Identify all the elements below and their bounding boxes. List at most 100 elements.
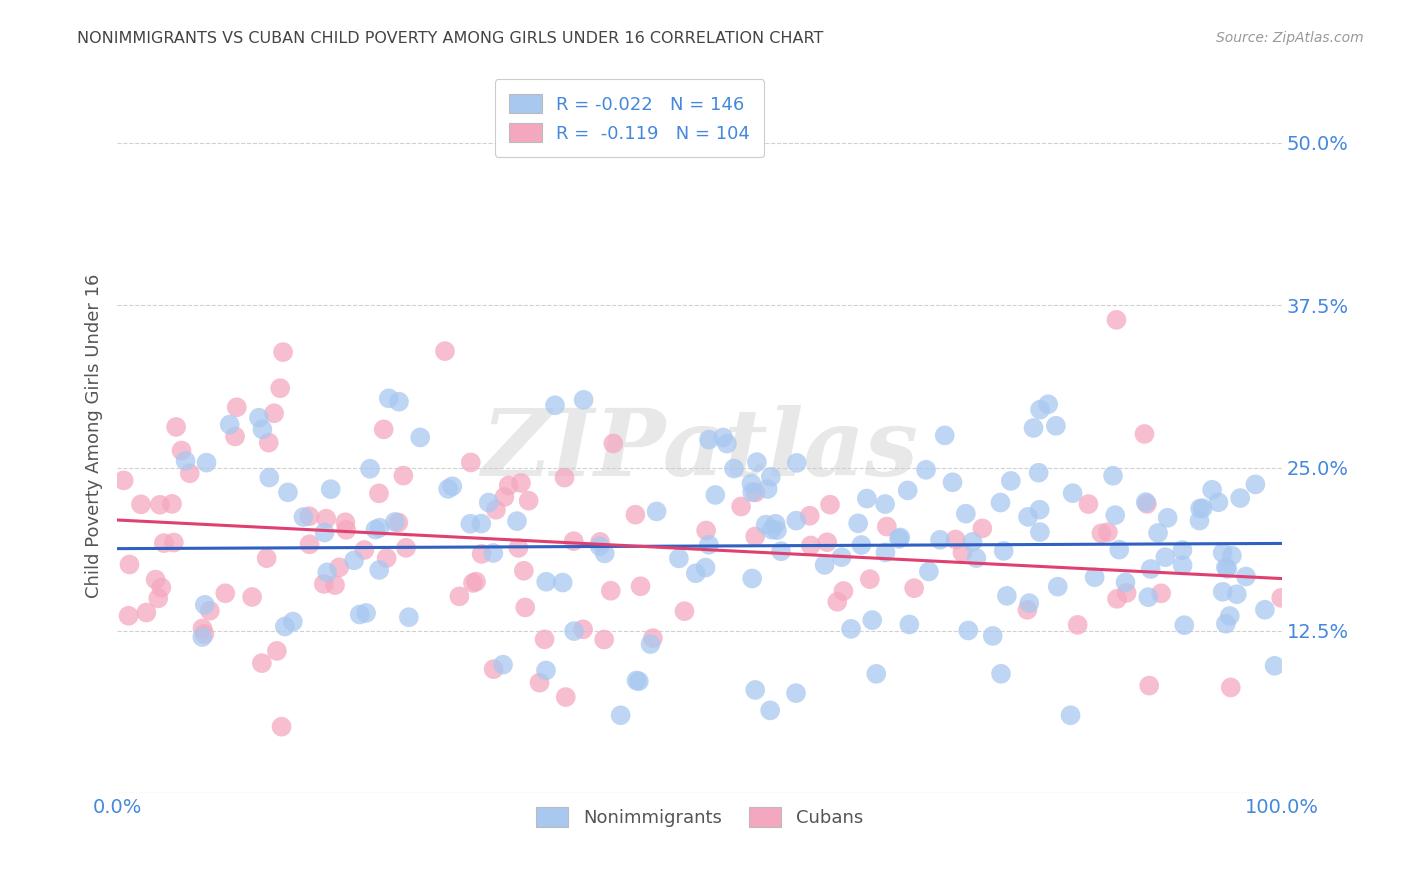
Point — [1108, 542, 1130, 557]
Point — [368, 521, 391, 535]
Point — [148, 591, 170, 606]
Point — [1154, 550, 1177, 565]
Point — [839, 622, 862, 636]
Point — [815, 535, 838, 549]
Point — [1062, 486, 1084, 500]
Point — [1000, 474, 1022, 488]
Point — [315, 511, 337, 525]
Point — [1137, 590, 1160, 604]
Point — [588, 539, 610, 553]
Point — [962, 535, 984, 549]
Point — [529, 675, 551, 690]
Point — [368, 563, 391, 577]
Point — [759, 470, 782, 484]
Point — [1244, 477, 1267, 491]
Point — [392, 468, 415, 483]
Point — [312, 577, 335, 591]
Point — [929, 533, 952, 547]
Point — [990, 666, 1012, 681]
Point — [257, 435, 280, 450]
Point — [319, 482, 342, 496]
Text: Source: ZipAtlas.com: Source: ZipAtlas.com — [1216, 31, 1364, 45]
Point — [1220, 549, 1243, 563]
Point — [1038, 397, 1060, 411]
Point — [349, 607, 371, 622]
Point — [388, 394, 411, 409]
Point — [270, 720, 292, 734]
Point — [741, 485, 763, 500]
Point — [225, 401, 247, 415]
Point — [723, 461, 745, 475]
Point — [641, 631, 664, 645]
Point — [562, 534, 585, 549]
Point — [846, 516, 869, 531]
Point — [851, 538, 873, 552]
Point — [593, 632, 616, 647]
Point — [799, 508, 821, 523]
Point — [118, 558, 141, 572]
Point — [1156, 510, 1178, 524]
Point — [897, 483, 920, 498]
Point — [1017, 603, 1039, 617]
Point — [461, 576, 484, 591]
Point — [1045, 418, 1067, 433]
Point — [1219, 609, 1241, 624]
Point — [1264, 658, 1286, 673]
Point — [359, 461, 381, 475]
Point — [934, 428, 956, 442]
Point — [193, 627, 215, 641]
Point — [191, 630, 214, 644]
Point — [609, 708, 631, 723]
Point — [765, 516, 787, 531]
Point — [1029, 402, 1052, 417]
Point — [813, 558, 835, 572]
Point — [599, 583, 621, 598]
Point — [314, 525, 336, 540]
Point — [375, 551, 398, 566]
Point — [129, 497, 152, 511]
Point — [170, 443, 193, 458]
Point — [534, 574, 557, 589]
Point — [1115, 575, 1137, 590]
Point — [498, 478, 520, 492]
Point — [252, 422, 274, 436]
Point — [1226, 587, 1249, 601]
Point — [1105, 313, 1128, 327]
Point — [256, 551, 278, 566]
Point — [195, 456, 218, 470]
Point — [1212, 546, 1234, 560]
Point — [1105, 591, 1128, 606]
Point — [364, 523, 387, 537]
Point — [277, 485, 299, 500]
Point — [135, 606, 157, 620]
Point — [1066, 618, 1088, 632]
Point — [859, 572, 882, 586]
Point — [630, 579, 652, 593]
Point — [354, 606, 377, 620]
Text: ZIPatlas: ZIPatlas — [481, 405, 918, 495]
Point — [887, 532, 910, 546]
Point — [510, 475, 533, 490]
Point — [373, 422, 395, 436]
Point — [387, 516, 409, 530]
Point — [1147, 525, 1170, 540]
Point — [640, 637, 662, 651]
Point — [695, 560, 717, 574]
Point — [593, 546, 616, 560]
Point — [673, 604, 696, 618]
Point — [269, 381, 291, 395]
Point — [517, 493, 540, 508]
Point — [335, 523, 357, 537]
Point — [697, 538, 720, 552]
Point — [1077, 497, 1099, 511]
Point — [1216, 562, 1239, 576]
Point — [409, 430, 432, 444]
Point — [240, 590, 263, 604]
Point — [482, 662, 505, 676]
Point — [554, 470, 576, 484]
Point — [292, 510, 315, 524]
Point — [562, 624, 585, 638]
Point — [941, 475, 963, 490]
Point — [343, 553, 366, 567]
Point — [756, 482, 779, 496]
